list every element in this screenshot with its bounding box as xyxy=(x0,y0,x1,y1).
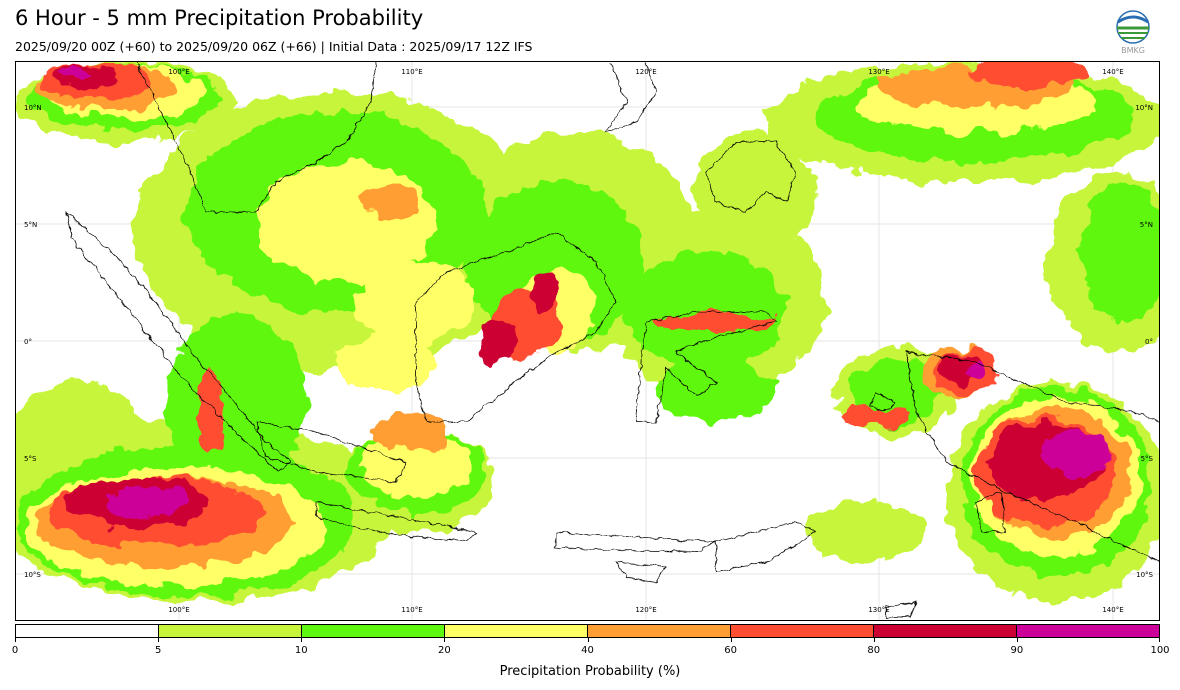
lon-labels-top: 100°E 110°E 120°E 130°E 140°E xyxy=(168,68,1123,76)
lat-label-right: 0° xyxy=(1145,338,1153,346)
lat-label-left: 10°S xyxy=(24,571,41,579)
lon-label-top: 100°E xyxy=(168,68,189,76)
colorbar-segment xyxy=(301,625,444,637)
lat-label-left: 10°N xyxy=(24,104,42,112)
chart-subtitle: 2025/09/20 00Z (+60) to 2025/09/20 06Z (… xyxy=(15,39,533,54)
colorbar-tick xyxy=(587,638,589,642)
colorbar-tick-label: 5 xyxy=(154,645,162,656)
colorbar-segment xyxy=(16,625,158,637)
colorbar-tick-label: 100 xyxy=(1150,645,1170,656)
precipitation-map[interactable]: 100°E 110°E 120°E 130°E 140°E 100°E 110°… xyxy=(15,61,1160,621)
colorbar-tick xyxy=(1016,638,1018,642)
lat-label-right: 10°S xyxy=(1136,571,1153,579)
lat-labels-right: 10°N 5°N 0° 5°S 10°S xyxy=(1135,104,1153,579)
lon-label-top: 110°E xyxy=(401,68,422,76)
colorbar-segment xyxy=(587,625,730,637)
lat-label-left: 0° xyxy=(24,338,32,346)
lon-label-top: 130°E xyxy=(868,68,889,76)
colorbar-title: Precipitation Probability (%) xyxy=(499,664,681,679)
colorbar-tick xyxy=(1159,638,1160,642)
logo-text: BMKG xyxy=(1121,46,1145,55)
colorbar-tick xyxy=(730,638,732,642)
colorbar-segment xyxy=(873,625,1016,637)
lat-label-right: 5°S xyxy=(1141,455,1154,463)
colorbar-tick-label: 40 xyxy=(581,645,594,656)
colorbar-tick xyxy=(301,638,303,642)
precipitation-field xyxy=(16,62,1159,602)
colorbar-tick-label: 10 xyxy=(294,645,308,656)
lat-label-left: 5°N xyxy=(24,221,37,229)
map-canvas: 100°E 110°E 120°E 130°E 140°E 100°E 110°… xyxy=(16,62,1159,620)
colorbar-tick-label: 80 xyxy=(867,645,881,656)
lon-label-bottom: 140°E xyxy=(1102,606,1123,614)
colorbar-tick-label: 60 xyxy=(724,645,737,656)
bmkg-logo: BMKG xyxy=(1114,10,1152,56)
colorbar-segment xyxy=(158,625,301,637)
colorbar-tick xyxy=(158,638,160,642)
lat-labels-left: 10°N 5°N 0° 5°S 10°S xyxy=(24,104,42,579)
chart-title: 6 Hour - 5 mm Precipitation Probability xyxy=(15,6,424,30)
lon-label-top: 140°E xyxy=(1102,68,1123,76)
lon-labels-bottom: 100°E 110°E 120°E 130°E 140°E xyxy=(168,606,1123,614)
colorbar xyxy=(15,624,1160,638)
lon-label-bottom: 120°E xyxy=(635,606,656,614)
lat-label-right: 10°N xyxy=(1135,104,1153,112)
lon-label-bottom: 110°E xyxy=(401,606,422,614)
colorbar-ticks: 0 5 10 20 40 60 80 90 100 xyxy=(11,638,1170,658)
colorbar-tick-label: 90 xyxy=(1010,645,1024,656)
colorbar-segment xyxy=(444,625,587,637)
lat-label-left: 5°S xyxy=(24,455,37,463)
colorbar-tick-label: 20 xyxy=(438,645,451,656)
lon-label-top: 120°E xyxy=(635,68,656,76)
colorbar-tick xyxy=(15,638,16,642)
colorbar-segment xyxy=(730,625,873,637)
lon-label-bottom: 100°E xyxy=(168,606,189,614)
lon-label-bottom: 130°E xyxy=(868,606,889,614)
colorbar-tick-label: 0 xyxy=(11,645,19,656)
colorbar-tick xyxy=(444,638,446,642)
lat-label-right: 5°N xyxy=(1140,221,1153,229)
coastlines xyxy=(65,62,1159,618)
colorbar-tick xyxy=(873,638,875,642)
colorbar-segment xyxy=(1016,625,1159,637)
